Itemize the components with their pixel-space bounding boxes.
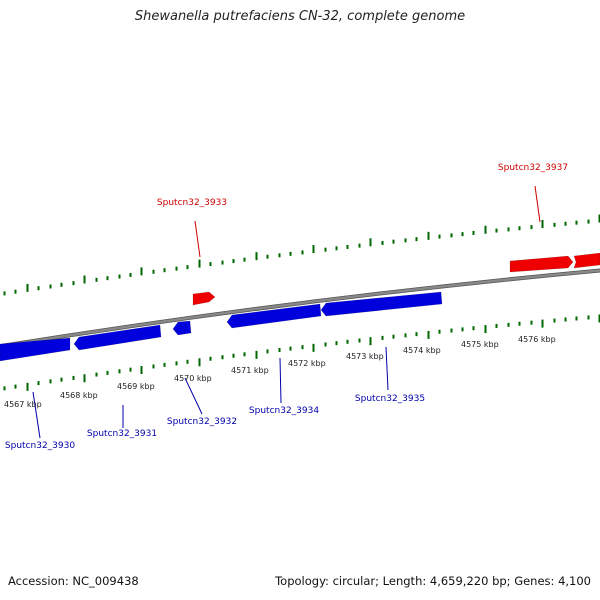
gene-arrow-sputcn32-3933 [192, 291, 216, 306]
ruler-label-4576: 4576 kbp [518, 335, 556, 344]
gene-label-sputcn32-3932[interactable]: Sputcn32_3932 [167, 417, 237, 427]
gene-arrow-sputcn32-3932 [172, 320, 192, 336]
gene-label-sputcn32-3937[interactable]: Sputcn32_3937 [498, 163, 568, 173]
leader-sputcn32-3932 [184, 377, 203, 415]
leader-sputcn32-3930 [32, 391, 41, 439]
ruler-label-4572: 4572 kbp [288, 359, 326, 368]
ruler-label-4574: 4574 kbp [403, 346, 441, 355]
leader-sputcn32-3935 [385, 346, 389, 391]
ruler-label-4575: 4575 kbp [461, 340, 499, 349]
gene-arrows [0, 252, 600, 362]
gene-arrow-sputcn32-3937 [509, 255, 574, 273]
ruler-label-4573: 4573 kbp [346, 352, 384, 361]
map-title: Shewanella putrefaciens CN-32, complete … [134, 9, 466, 24]
gene-arrow-sputcn32-3930 [0, 337, 71, 362]
gene-label-sputcn32-3930[interactable]: Sputcn32_3930 [5, 441, 75, 451]
ruler-label-4568: 4568 kbp [60, 391, 98, 400]
ruler-label-4569: 4569 kbp [117, 382, 155, 391]
gene-labels: Sputcn32_3933 Sputcn32_3937 Sputcn32_393… [5, 163, 568, 451]
ruler-labels: 4567 kbp 4568 kbp 4569 kbp 4570 kbp 4571… [4, 335, 556, 409]
ruler-label-4567: 4567 kbp [4, 400, 42, 409]
gene-arrow-sputcn32-3931 [73, 324, 162, 351]
map-footer: Accession: NC_009438 Topology: circular;… [0, 574, 600, 594]
gene-label-sputcn32-3934[interactable]: Sputcn32_3934 [249, 406, 319, 416]
genome-summary-text: Topology: circular; Length: 4,659,220 bp… [275, 574, 591, 588]
genome-backbone-layer [0, 268, 600, 349]
gene-label-sputcn32-3931[interactable]: Sputcn32_3931 [87, 429, 157, 439]
forward-tick-track [3, 214, 600, 296]
ruler-label-4571: 4571 kbp [231, 366, 269, 375]
gene-label-sputcn32-3933[interactable]: Sputcn32_3933 [157, 198, 227, 208]
accession-text: Accession: NC_009438 [8, 574, 139, 588]
genome-backbone [0, 269, 600, 348]
leader-sputcn32-3937 [534, 185, 541, 223]
gene-arrow-forward-offscreen [573, 252, 600, 269]
leader-sputcn32-3933 [194, 220, 201, 258]
reverse-tick-track [3, 314, 600, 391]
gene-label-sputcn32-3935[interactable]: Sputcn32_3935 [355, 394, 425, 404]
ruler-label-4570: 4570 kbp [174, 374, 212, 383]
gene-leader-lines [32, 185, 541, 439]
leader-sputcn32-3934 [279, 357, 282, 404]
gene-arrow-sputcn32-3934 [226, 303, 322, 329]
gene-arrow-sputcn32-3935 [320, 291, 443, 317]
